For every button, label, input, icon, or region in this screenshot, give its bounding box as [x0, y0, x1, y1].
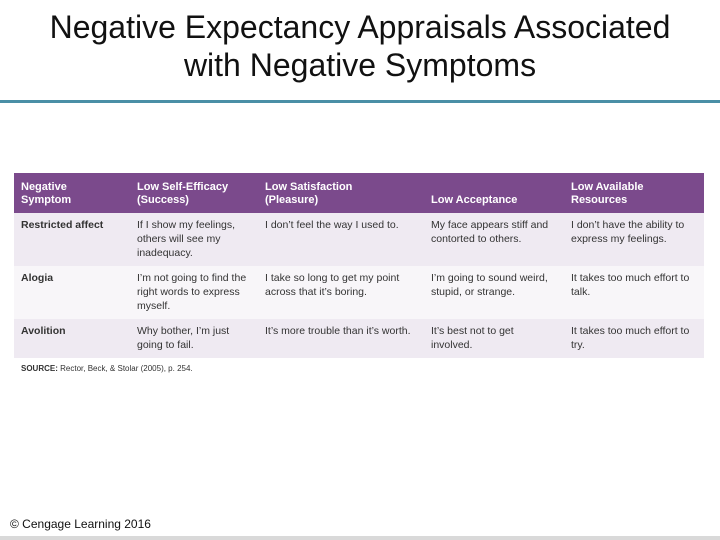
title-divider	[0, 100, 720, 103]
title-line-1: Negative Expectancy Appraisals Associate…	[49, 9, 671, 45]
resources-cell: It takes too much effort to try.	[564, 319, 704, 358]
self-efficacy-cell: Why bother, I’m just going to fail.	[130, 319, 258, 358]
source-citation: Rector, Beck, & Stolar (2005), p. 254.	[60, 364, 193, 373]
acceptance-cell: My face appears stiff and contorted to o…	[424, 213, 564, 266]
header-negative-symptom: Negative Symptom	[14, 173, 130, 213]
source-label: SOURCE:	[21, 364, 58, 373]
satisfaction-cell: It’s more trouble than it’s worth.	[258, 319, 424, 358]
header-row: Negative Symptom Low Self-Efficacy (Succ…	[14, 173, 704, 213]
table-row: Alogia I’m not going to find the right w…	[14, 266, 704, 319]
acceptance-cell: I’m going to sound weird, stupid, or str…	[424, 266, 564, 319]
resources-cell: It takes too much effort to talk.	[564, 266, 704, 319]
satisfaction-cell: I don’t feel the way I used to.	[258, 213, 424, 266]
bottom-divider	[0, 536, 720, 540]
copyright-footer: © Cengage Learning 2016	[10, 517, 151, 531]
source-note: SOURCE: Rector, Beck, & Stolar (2005), p…	[14, 358, 704, 373]
symptom-cell: Restricted affect	[14, 213, 130, 266]
header-available-resources: Low Available Resources	[564, 173, 704, 213]
resources-cell: I don’t have the ability to express my f…	[564, 213, 704, 266]
symptom-cell: Alogia	[14, 266, 130, 319]
acceptance-cell: It’s best not to get involved.	[424, 319, 564, 358]
symptom-cell: Avolition	[14, 319, 130, 358]
satisfaction-cell: I take so long to get my point across th…	[258, 266, 424, 319]
header-satisfaction: Low Satisfaction (Pleasure)	[258, 173, 424, 213]
table-figure: Negative Symptom Low Self-Efficacy (Succ…	[14, 173, 704, 373]
slide-title: Negative Expectancy Appraisals Associate…	[0, 8, 720, 84]
appraisals-table: Negative Symptom Low Self-Efficacy (Succ…	[14, 173, 704, 358]
title-line-2: with Negative Symptoms	[183, 47, 537, 83]
header-acceptance: Low Acceptance	[424, 173, 564, 213]
table-row: Avolition Why bother, I’m just going to …	[14, 319, 704, 358]
self-efficacy-cell: I’m not going to find the right words to…	[130, 266, 258, 319]
header-self-efficacy: Low Self-Efficacy (Success)	[130, 173, 258, 213]
self-efficacy-cell: If I show my feelings, others will see m…	[130, 213, 258, 266]
table-row: Restricted affect If I show my feelings,…	[14, 213, 704, 266]
